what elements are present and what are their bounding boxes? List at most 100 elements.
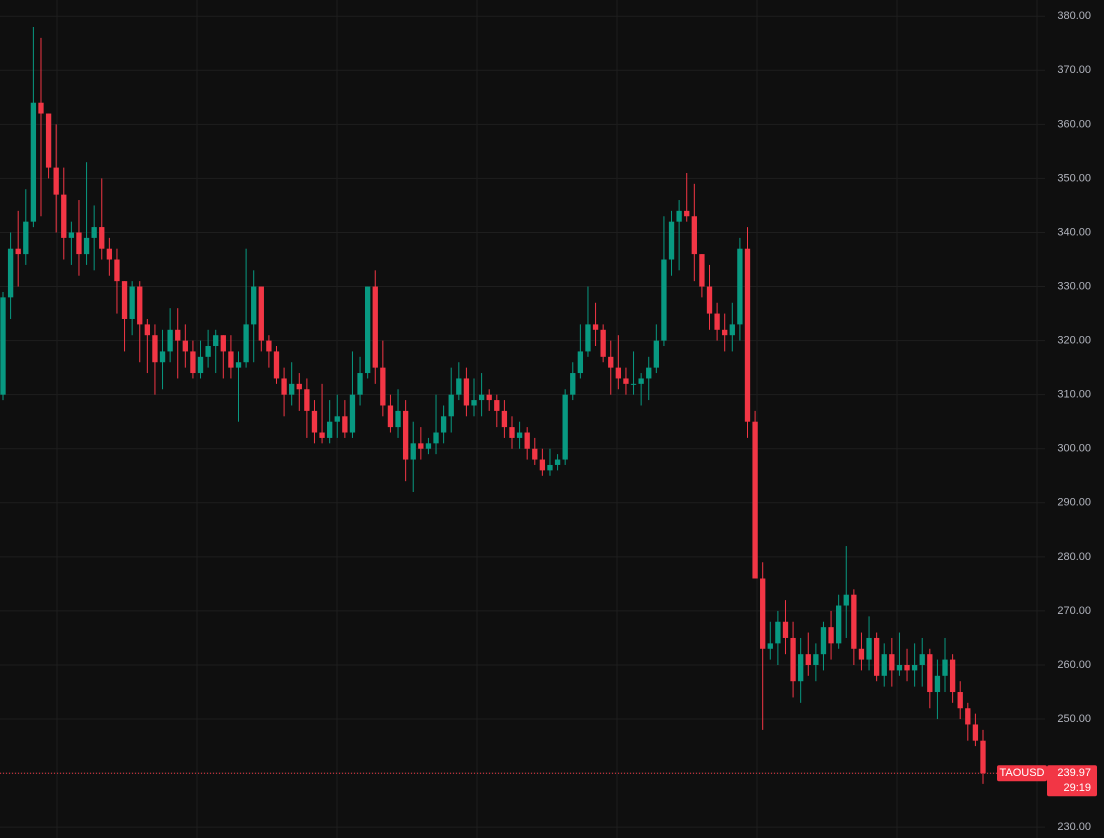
candle-body (866, 637, 872, 660)
candle-body (623, 378, 629, 384)
candle-body (843, 594, 849, 606)
y-tick-label: 260.00 (1057, 659, 1091, 671)
candle-body (927, 654, 933, 693)
candle-body (121, 281, 128, 319)
candle-body (190, 351, 196, 374)
candle-body (76, 232, 82, 255)
symbol-label: TAOUSD (999, 767, 1044, 779)
candle-body (387, 405, 394, 428)
candle-body (220, 335, 226, 352)
candle-body (478, 394, 485, 401)
candle-body (15, 248, 21, 255)
candle-body (296, 383, 302, 390)
candle-body (448, 394, 454, 417)
candle-body (965, 708, 971, 725)
candle-body (653, 340, 659, 368)
candle-body (129, 286, 135, 319)
last-price-label: 239.97 (1057, 767, 1091, 779)
candle-body (410, 443, 416, 460)
candle-body (949, 659, 956, 693)
candle-body (372, 286, 378, 368)
candle-body (205, 346, 211, 357)
candle-body (144, 324, 150, 336)
candle-body (577, 351, 584, 374)
candle-body (942, 659, 948, 676)
candle-body (53, 167, 59, 195)
candle-body (752, 421, 758, 579)
candle-body (349, 394, 356, 433)
candle-body (600, 329, 606, 357)
candle-body (904, 664, 910, 671)
candle-body (0, 297, 6, 395)
candle-body (494, 400, 500, 411)
candle-body (828, 627, 834, 644)
candle-body (509, 427, 515, 438)
candle-body (790, 637, 796, 682)
candle-body (805, 654, 811, 665)
candle-body (486, 394, 492, 401)
candle-body (304, 389, 310, 411)
candle-body (980, 740, 986, 774)
candle-body (395, 410, 401, 428)
y-tick-label: 320.00 (1057, 335, 1091, 347)
candle-body (813, 654, 819, 665)
candle-body (357, 373, 363, 395)
candle-body (676, 210, 682, 222)
candle-body (243, 324, 249, 363)
y-tick-label: 350.00 (1057, 172, 1091, 184)
candle-body (213, 335, 219, 347)
y-tick-label: 380.00 (1057, 10, 1091, 22)
candle-body (836, 605, 842, 644)
candle-body (463, 378, 470, 406)
candle-body (235, 362, 242, 368)
candle-body (638, 378, 644, 384)
y-tick-label: 280.00 (1057, 551, 1091, 563)
candle-body (273, 351, 280, 379)
candle-body (767, 643, 773, 649)
candle-body (471, 400, 477, 406)
candle-body (782, 621, 789, 638)
candle-body (661, 259, 667, 341)
candle-body (729, 324, 735, 336)
candle-body (334, 416, 340, 422)
candle-body (889, 654, 895, 671)
candle-body (798, 654, 804, 682)
candle-body (858, 648, 865, 660)
candle-body (501, 410, 508, 428)
y-tick-label: 330.00 (1057, 280, 1091, 292)
candle-body (896, 664, 903, 671)
candle-body (615, 367, 622, 379)
candle-body (957, 692, 963, 709)
candle-body (570, 373, 576, 395)
candle-body (364, 286, 371, 374)
candle-body (456, 378, 462, 395)
candle-body (775, 621, 781, 644)
candle-body (258, 286, 264, 341)
candle-body (706, 286, 713, 314)
y-tick-label: 340.00 (1057, 226, 1091, 238)
candle-body (722, 329, 728, 336)
candle-body (7, 248, 14, 298)
candle-body (319, 432, 325, 438)
y-tick-label: 290.00 (1057, 497, 1091, 509)
candle-body (30, 102, 37, 222)
candle-body (152, 335, 158, 363)
y-tick-label: 310.00 (1057, 389, 1091, 401)
candle-body (737, 248, 743, 325)
candle-body (744, 248, 751, 422)
candle-body (159, 351, 166, 363)
candle-body (554, 459, 561, 465)
candle-body (691, 216, 697, 255)
candle-body (972, 724, 979, 741)
candle-body (820, 627, 827, 655)
y-tick-label: 270.00 (1057, 605, 1091, 617)
candle-body (99, 227, 105, 249)
candle-body (608, 356, 614, 368)
candle-body (881, 654, 887, 676)
candle-body (911, 664, 918, 671)
candle-body (433, 432, 439, 444)
candle-body (167, 329, 173, 352)
y-tick-label: 370.00 (1057, 64, 1091, 76)
